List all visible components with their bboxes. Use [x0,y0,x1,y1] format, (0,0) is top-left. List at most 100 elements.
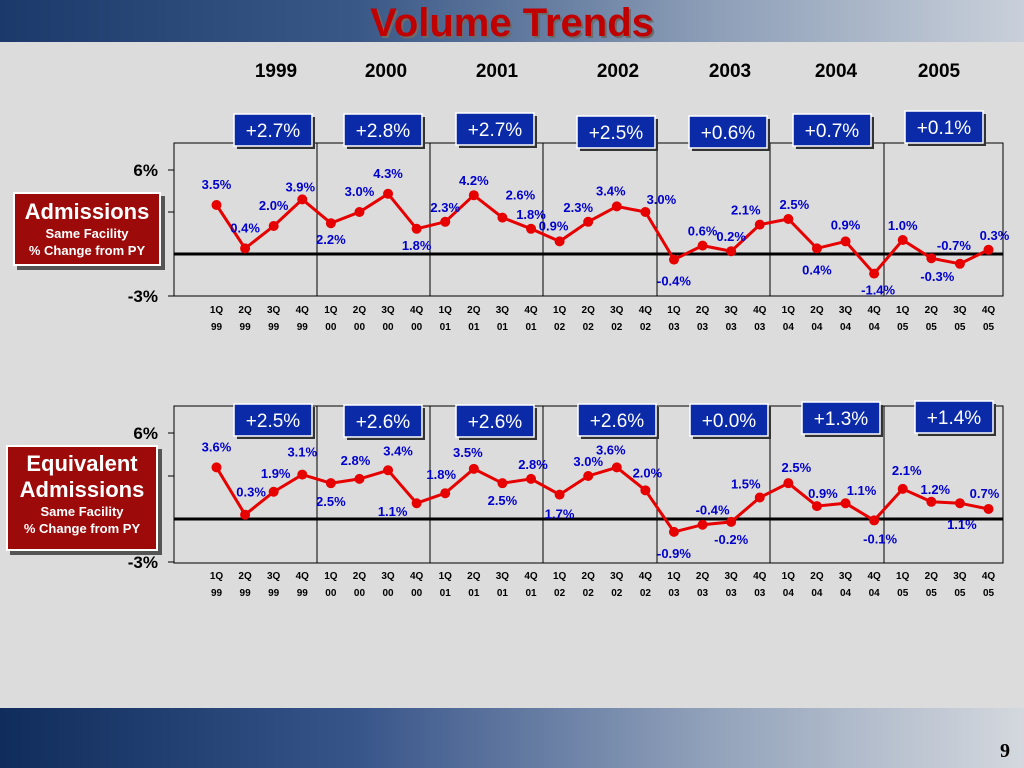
admissions-x-tick-label: 2Q [582,305,596,316]
equivalent-x-tick-label: 1Q [439,571,453,582]
footer-bar [0,708,1024,768]
equivalent-x-tick-label: 99 [240,588,252,599]
equivalent-data-label: 1.7% [545,507,575,522]
admissions-x-tick-label: 1Q [553,305,567,316]
admissions-data-label: -0.4% [657,274,691,289]
admissions-x-tick-label: 05 [954,322,966,333]
admissions-annual-label: +0.7% [805,121,860,142]
equivalent-data-label: 3.5% [453,445,483,460]
equivalent-data-label: -0.2% [714,532,748,547]
equivalent-data-label: 1.1% [378,504,408,519]
admissions-x-tick-label: 3Q [496,305,510,316]
equivalent-data-point [468,463,479,474]
admissions-data-point [668,254,679,265]
equivalent-x-tick-label: 2Q [238,571,252,582]
admissions-series-line [215,191,990,276]
admissions-data-label: 0.4% [230,220,260,235]
admissions-x-tick-label: 2Q [238,305,252,316]
equivalent-x-tick-label: 3Q [381,571,395,582]
admissions-x-tick-label: 1Q [210,305,224,316]
equivalent-data-point [211,462,222,473]
equivalent-data-label: 1.8% [426,467,456,482]
equivalent-x-tick-label: 00 [382,588,394,599]
equivalent-annual-label: +2.6% [468,412,523,433]
admissions-x-tick-label: 4Q [753,305,767,316]
equivalent-x-tick-label: 2Q [582,571,596,582]
admissions-x-tick-label: 00 [325,322,337,333]
admissions-x-tick-label: 3Q [610,305,624,316]
equivalent-x-tick-label: 04 [811,588,823,599]
equivalent-x-tick-label: 3Q [496,571,510,582]
admissions-annual-box [343,113,423,147]
year-label-2000: 2000 [365,61,407,82]
admissions-data-point [526,223,537,234]
admissions-data-label: 1.8% [516,207,546,222]
equivalent-x-tick-label: 1Q [324,571,338,582]
admissions-data-label: 0.3% [980,228,1010,243]
admissions-data-point [440,216,451,227]
admissions-annual-label: +2.5% [589,123,644,144]
equivalent-x-tick-label: 00 [354,588,366,599]
equivalent-x-tick-label: 02 [583,588,595,599]
equivalent-data-point [668,526,679,537]
equivalent-annual-label: +1.4% [927,408,982,429]
equivalent-data-label: 3.4% [383,443,413,458]
equivalent-x-tick-label: 4Q [867,571,881,582]
admissions-x-tick-label: 05 [897,322,909,333]
equivalent-data-label: 1.1% [947,517,977,532]
admissions-x-tick-label: 4Q [639,305,653,316]
admissions-x-tick-label: 03 [668,322,680,333]
equivalent-data-label: 0.9% [808,486,838,501]
admissions-x-tick-label: 1Q [782,305,796,316]
admissions-x-tick-label: 00 [411,322,423,333]
admissions-x-tick-label: 4Q [296,305,310,316]
admissions-data-label: 0.2% [716,229,746,244]
equivalent-x-tick-label: 01 [440,588,452,599]
admissions-x-tick-label: 04 [869,322,881,333]
equivalent-data-label: 3.1% [287,445,317,460]
equivalent-annual-box [801,401,881,435]
equivalent-x-tick-label: 05 [983,588,995,599]
equivalent-data-point [726,516,737,527]
admissions-plot-frame [173,142,1004,297]
admissions-label-sub2: % Change from PY [28,243,146,258]
equivalent-data-label: 0.7% [970,486,1000,501]
equivalent-data-point [869,515,880,526]
admissions-x-tick-label: 05 [926,322,938,333]
admissions-annual-box [576,115,656,149]
admissions-annual-label: +2.7% [246,121,301,142]
equivalent-x-tick-label: 04 [840,588,852,599]
equivalent-x-tick-label: 2Q [467,571,481,582]
equivalent-y-tick-label: 6% [133,424,158,443]
admissions-data-label: -1.4% [861,283,895,298]
equivalent-x-tick-label: 05 [926,588,938,599]
equivalent-data-label: 2.5% [782,460,812,475]
admissions-data-point [325,218,336,229]
equivalent-x-tick-label: 2Q [925,571,939,582]
admissions-data-label: 2.3% [430,200,460,215]
admissions-data-point [640,207,651,217]
admissions-data-label: 2.0% [259,198,289,213]
admissions-x-tick-label: 04 [811,322,823,333]
year-label-2003: 2003 [709,61,751,82]
admissions-data-point [869,268,880,279]
admissions-data-label: 1.0% [888,218,918,233]
equivalent-data-point [240,509,251,520]
equivalent-data-label: 1.9% [261,466,291,481]
equivalent-admissions-label-line1: Equivalent [26,451,138,476]
equivalent-x-tick-label: 4Q [982,571,996,582]
equivalent-x-tick-label: 02 [611,588,623,599]
admissions-data-label: 0.4% [802,262,832,277]
admissions-x-tick-label: 4Q [410,305,424,316]
equivalent-annual-label: +2.6% [356,412,411,433]
equivalent-data-label: 2.1% [892,463,922,478]
admissions-annual-label: +0.1% [917,118,972,139]
equivalent-x-tick-label: 4Q [524,571,538,582]
admissions-annual-label: +0.6% [701,123,756,144]
equivalent-data-point [640,485,651,496]
admissions-data-label: 2.1% [731,203,761,218]
equivalent-x-tick-label: 3Q [267,571,281,582]
page-number: 9 [1000,740,1010,762]
admissions-data-point [983,244,994,255]
equivalent-data-point [983,503,994,514]
